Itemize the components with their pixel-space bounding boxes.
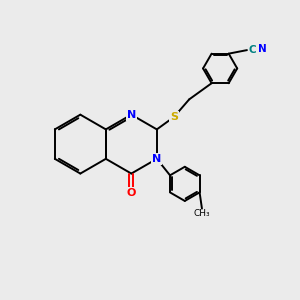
Text: O: O <box>127 188 136 198</box>
Text: N: N <box>152 154 161 164</box>
Text: N: N <box>127 110 136 120</box>
Text: S: S <box>170 112 178 122</box>
Text: CH₃: CH₃ <box>194 208 210 217</box>
Text: C: C <box>248 44 256 55</box>
Text: N: N <box>258 44 267 54</box>
